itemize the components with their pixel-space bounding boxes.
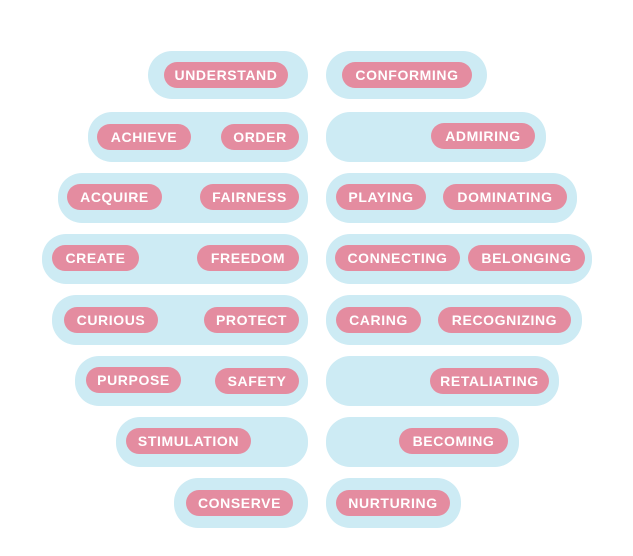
label-connecting: CONNECTING xyxy=(335,245,460,271)
label-curious: CURIOUS xyxy=(64,307,158,333)
label-stimulation: STIMULATION xyxy=(126,428,251,454)
label-understand: UNDERSTAND xyxy=(164,62,288,88)
label-purpose: PURPOSE xyxy=(86,367,181,393)
label-nurturing: NURTURING xyxy=(336,490,450,516)
label-safety: SAFETY xyxy=(215,368,299,394)
label-caring: CARING xyxy=(336,307,421,333)
label-retaliating: RETALIATING xyxy=(430,368,549,394)
label-recognizing: RECOGNIZING xyxy=(438,307,571,333)
label-belonging: BELONGING xyxy=(468,245,585,271)
label-protect: PROTECT xyxy=(204,307,299,333)
label-conserve: CONSERVE xyxy=(186,490,293,516)
label-conforming: CONFORMING xyxy=(342,62,472,88)
label-order: ORDER xyxy=(221,124,299,150)
label-create: CREATE xyxy=(52,245,139,271)
label-admiring: ADMIRING xyxy=(431,123,535,149)
label-becoming: BECOMING xyxy=(399,428,508,454)
label-achieve: ACHIEVE xyxy=(97,124,191,150)
label-acquire: ACQUIRE xyxy=(67,184,162,210)
label-freedom: FREEDOM xyxy=(197,245,299,271)
label-playing: PLAYING xyxy=(336,184,426,210)
label-dominating: DOMINATING xyxy=(443,184,567,210)
label-fairness: FAIRNESS xyxy=(200,184,299,210)
